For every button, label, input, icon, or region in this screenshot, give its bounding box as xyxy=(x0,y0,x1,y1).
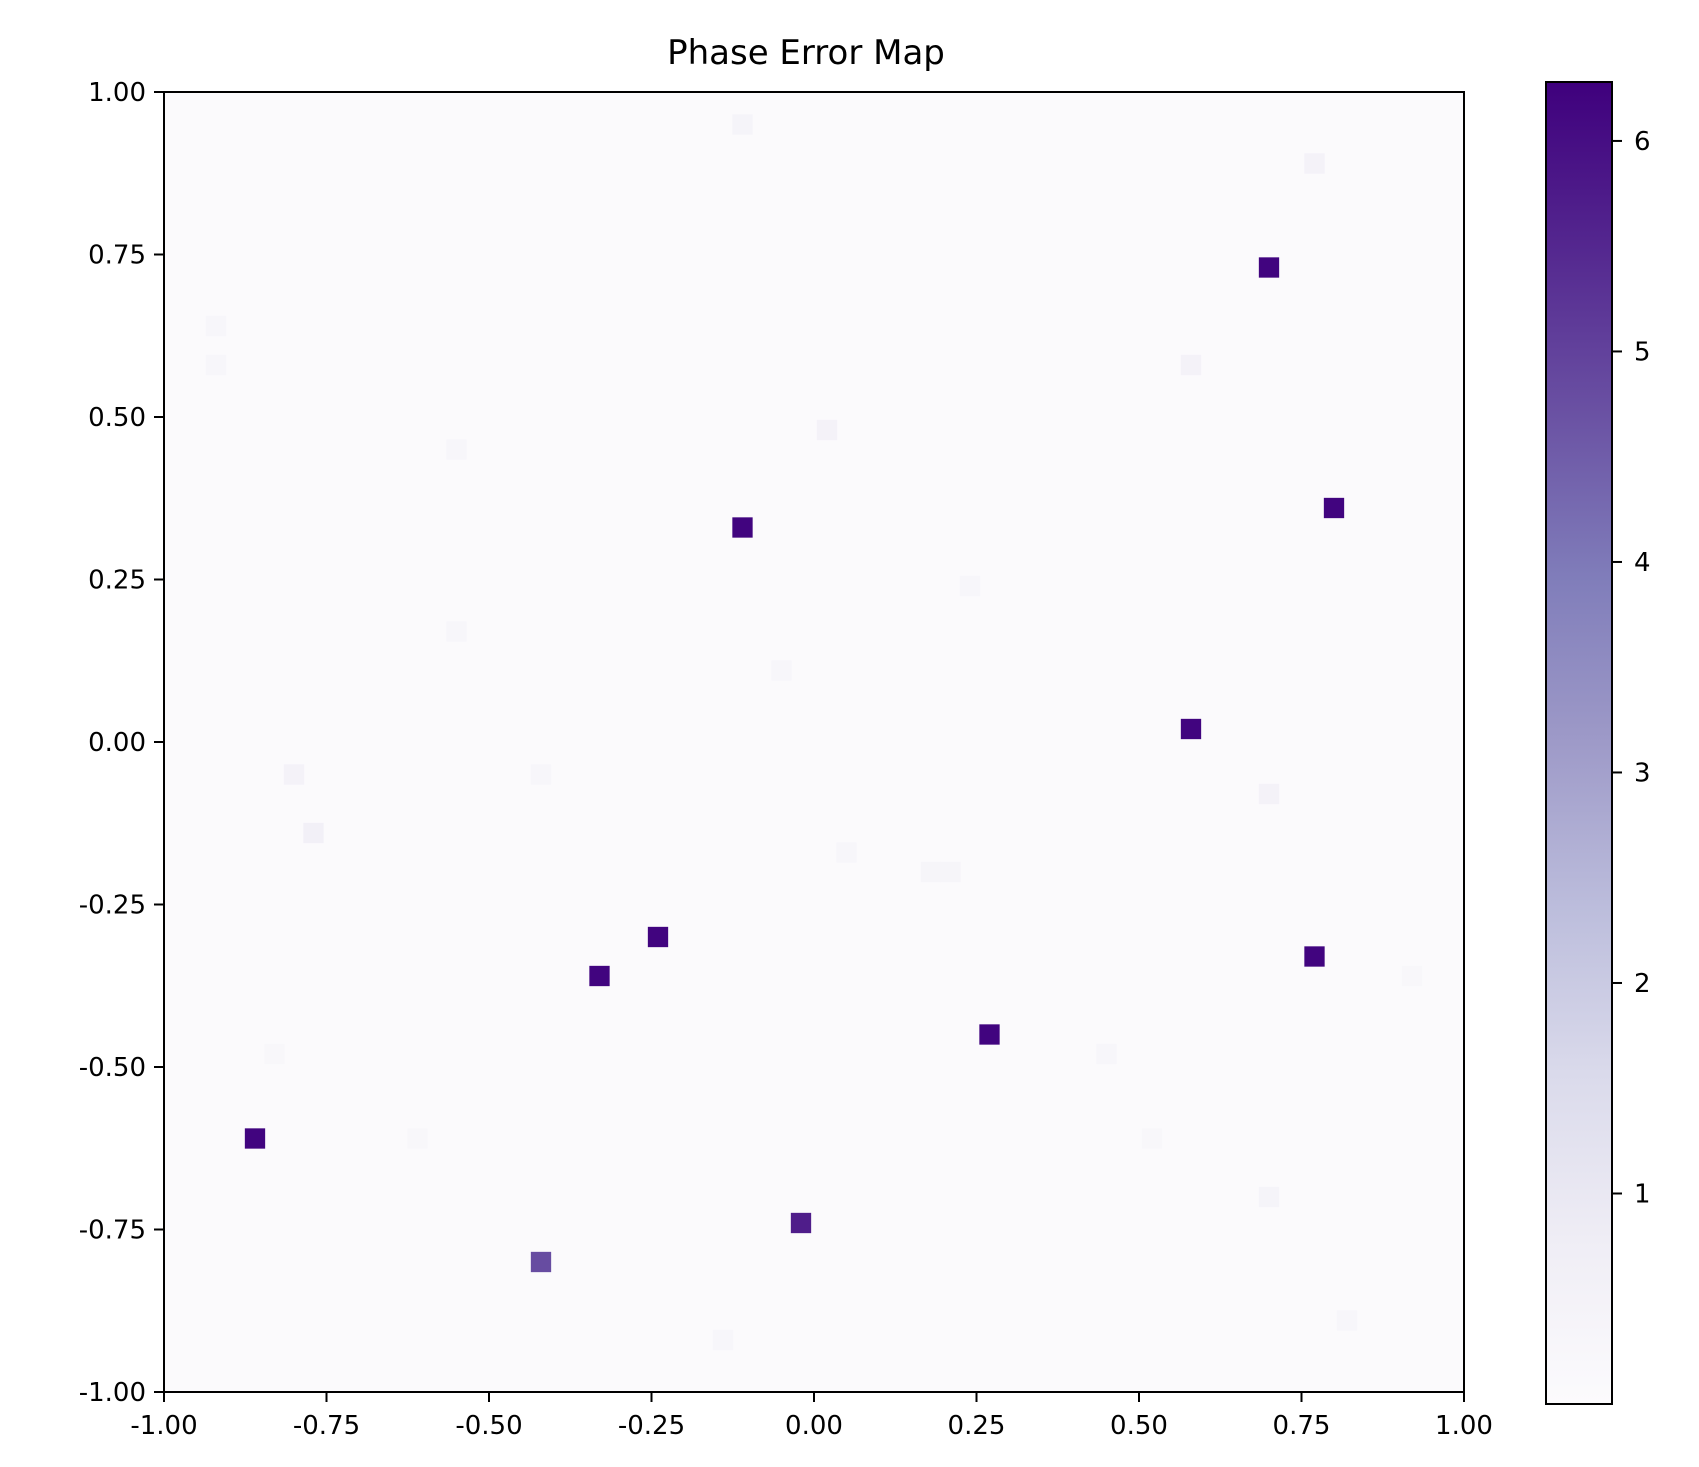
heatmap-cell xyxy=(1180,354,1202,376)
heatmap-cell xyxy=(979,1024,1000,1045)
heatmap-cell xyxy=(959,575,981,597)
colorbar-tick-label: 4 xyxy=(1634,548,1651,578)
heatmap-cell xyxy=(816,419,838,441)
colorbar-tick-label: 1 xyxy=(1634,1179,1651,1209)
x-tick-label: 0.00 xyxy=(785,1411,843,1441)
colorbar: 1 2 3 4 5 6 xyxy=(1545,81,1651,1405)
heatmap-cell xyxy=(407,1128,428,1149)
heatmap-cell xyxy=(530,1251,552,1273)
heatmap-cell xyxy=(647,926,669,948)
y-tick-label: 0.75 xyxy=(88,241,146,271)
heatmap-cell xyxy=(205,315,227,337)
heatmap-cell xyxy=(920,861,942,883)
x-tick-label: 1.00 xyxy=(1435,1411,1493,1441)
colorbar-gradient xyxy=(1545,81,1613,1405)
x-tick-label: -0.50 xyxy=(455,1411,522,1441)
heatmap-cell xyxy=(771,660,792,681)
colorbar-tick-label: 2 xyxy=(1634,969,1651,999)
x-tick-label: 0.50 xyxy=(1110,1411,1168,1441)
chart-title: Phase Error Map xyxy=(667,33,945,73)
x-tick-label: -1.00 xyxy=(130,1411,197,1441)
x-tick-label: -0.75 xyxy=(293,1411,360,1441)
heatmap-cell xyxy=(1258,783,1280,805)
colorbar-tick-label: 5 xyxy=(1634,337,1651,367)
y-tick-label: 0.00 xyxy=(88,728,146,758)
heatmap-cell xyxy=(446,621,467,642)
heatmap-cells xyxy=(205,114,1423,1351)
heatmap-cell xyxy=(1258,1186,1280,1208)
y-tick-label: -1.00 xyxy=(79,1378,146,1408)
heatmap-cell xyxy=(1258,257,1280,278)
heatmap-cell xyxy=(1304,946,1325,967)
heatmap-cell xyxy=(303,822,324,844)
heatmap-cell xyxy=(790,1212,812,1234)
y-axis: 1.00 0.75 0.50 0.25 0.00 -0.25 -0.50 -0.75 -1.00 xyxy=(79,78,164,1408)
y-tick-label: -0.25 xyxy=(79,891,146,921)
x-axis: -1.00 -0.75 -0.50 -0.25 0.00 0.25 0.50 0.75 1.00 xyxy=(130,1392,1493,1441)
heatmap-cell xyxy=(283,764,305,785)
heatmap-cell xyxy=(446,439,467,460)
y-tick-label: 1.00 xyxy=(88,78,146,108)
heatmap-cell xyxy=(530,764,552,785)
heatmap-cell xyxy=(712,1329,734,1351)
heatmap-cell xyxy=(836,842,857,863)
plot-background xyxy=(164,92,1464,1392)
y-tick-label: 0.50 xyxy=(88,403,146,433)
heatmap-cell xyxy=(732,114,753,135)
heatmap-cell xyxy=(732,517,753,538)
heatmap-cell xyxy=(1323,497,1345,519)
heatmap-cell xyxy=(589,965,610,987)
y-tick-label: -0.75 xyxy=(79,1216,146,1246)
heatmap-cell xyxy=(1304,153,1325,174)
plot-area xyxy=(163,91,1465,1393)
heatmap-cell xyxy=(264,1043,285,1065)
heatmap-cell xyxy=(244,1128,266,1149)
y-tick-label: -0.50 xyxy=(79,1053,146,1083)
colorbar-tick-label: 6 xyxy=(1634,127,1651,157)
heatmap-cell xyxy=(940,861,961,883)
x-tick-label: 0.75 xyxy=(1273,1411,1331,1441)
x-tick-label: -0.25 xyxy=(618,1411,685,1441)
heatmap-cell xyxy=(1141,1128,1163,1149)
heatmap-cell xyxy=(1336,1310,1358,1331)
heatmap-cell xyxy=(1180,718,1202,740)
heatmap-cell xyxy=(1401,965,1423,987)
colorbar-ticks: 1 2 3 4 5 6 xyxy=(1612,127,1651,1209)
y-tick-label: 0.25 xyxy=(88,566,146,596)
colorbar-tick-label: 3 xyxy=(1634,758,1651,788)
heatmap-cell xyxy=(205,354,227,376)
x-tick-label: 0.25 xyxy=(948,1411,1006,1441)
heatmap-cell xyxy=(1096,1043,1117,1065)
